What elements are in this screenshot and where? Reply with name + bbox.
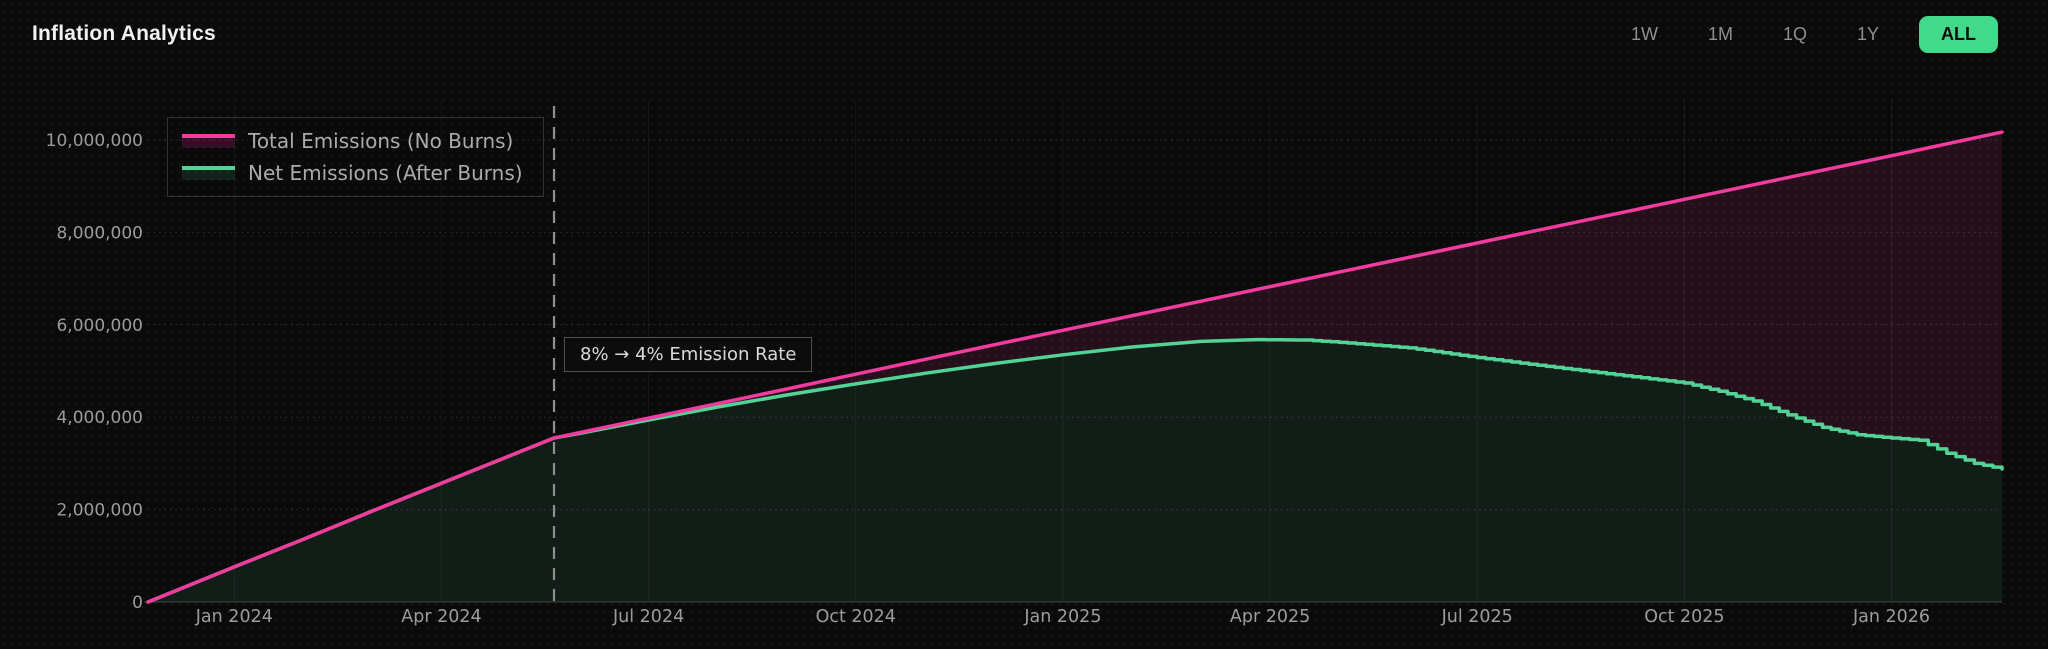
range-selector: 1W 1M 1Q 1Y ALL (1621, 15, 1998, 53)
y-tick-label: 4,000,000 (56, 408, 143, 428)
x-tick-label: Oct 2024 (816, 607, 896, 627)
net-emissions-line (146, 337, 2004, 604)
legend-item-net-emissions[interactable]: Net Emissions (After Burns) (182, 161, 529, 185)
x-tick-label: Jan 2024 (195, 607, 273, 627)
x-tick-label: Jan 2026 (1852, 607, 1930, 627)
net-emissions-area (148, 339, 2002, 602)
header: Inflation Analytics 1W 1M 1Q 1Y ALL (0, 0, 2048, 68)
x-tick-label: Jan 2025 (1023, 607, 1101, 627)
legend-label-total-emissions: Total Emissions (No Burns) (248, 129, 514, 154)
chart-legend: Total Emissions (No Burns) Net Emissions… (167, 117, 544, 197)
y-tick-label: 8,000,000 (56, 223, 143, 243)
legend-item-total-emissions[interactable]: Total Emissions (No Burns) (182, 129, 529, 153)
range-button-all[interactable]: ALL (1919, 15, 1998, 53)
total-emissions-swatch-icon (182, 134, 235, 149)
legend-label-net-emissions: Net Emissions (After Burns) (248, 160, 523, 185)
range-button-1w[interactable]: 1W (1621, 18, 1668, 51)
y-tick-label: 6,000,000 (56, 316, 143, 336)
total-emissions-line (146, 130, 2004, 604)
x-tick-label: Apr 2024 (401, 607, 481, 627)
range-button-1m[interactable]: 1M (1698, 18, 1743, 51)
y-tick-label: 2,000,000 (56, 501, 143, 521)
y-tick-label: 10,000,000 (46, 131, 143, 151)
net-emissions-swatch-icon (182, 165, 235, 180)
range-button-1q[interactable]: 1Q (1773, 18, 1817, 51)
emission-rate-change-annotation: 8% → 4% Emission Rate (564, 337, 813, 372)
y-tick-label: 0 (132, 593, 143, 613)
x-tick-label: Oct 2025 (1644, 607, 1724, 627)
x-tick-label: Jul 2024 (612, 607, 684, 627)
range-button-1y[interactable]: 1Y (1847, 18, 1889, 51)
x-tick-label: Apr 2025 (1230, 607, 1310, 627)
page-title: Inflation Analytics (32, 22, 216, 45)
x-tick-label: Jul 2025 (1441, 607, 1513, 627)
